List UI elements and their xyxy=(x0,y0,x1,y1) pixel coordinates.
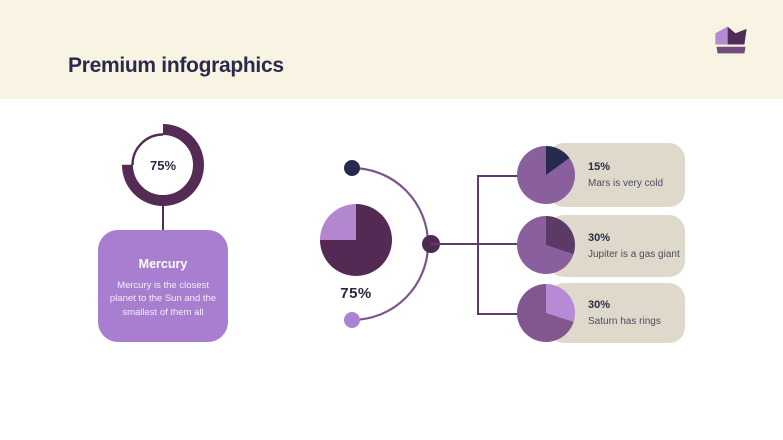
donut-svg xyxy=(122,124,204,206)
connector-vertical xyxy=(477,175,479,315)
mercury-card-description: Mercury is the closest planet to the Sun… xyxy=(109,280,217,318)
donut-center-label: 75% xyxy=(149,157,177,173)
orbit-dot-bottom xyxy=(344,312,360,328)
center-pie-chart xyxy=(320,204,392,276)
jupiter-pie-chart xyxy=(517,216,575,274)
mercury-card-title: Mercury xyxy=(138,257,188,271)
jupiter-label: Jupiter is a gas giant xyxy=(588,249,680,260)
donut-arc xyxy=(122,124,204,206)
donut-card-connector xyxy=(162,204,164,231)
connector-top xyxy=(477,175,529,177)
page-title: Premium infographics xyxy=(68,54,284,77)
mercury-donut-chart: 75% xyxy=(122,124,204,206)
mars-card: 15% Mars is very cold xyxy=(548,143,685,207)
connector-middle xyxy=(431,243,527,245)
mercury-card: Mercury Mercury is the closest planet to… xyxy=(98,230,228,342)
mars-percent: 15% xyxy=(588,161,611,173)
header-band xyxy=(0,0,783,99)
jupiter-percent: 30% xyxy=(588,232,611,244)
connector-bottom xyxy=(477,313,529,315)
mars-label: Mars is very cold xyxy=(588,178,664,189)
mars-pie-chart xyxy=(517,146,575,204)
saturn-label: Saturn has rings xyxy=(588,316,661,327)
donut-gap-arc xyxy=(131,133,195,197)
crown-icon xyxy=(715,26,747,54)
saturn-percent: 30% xyxy=(588,299,611,311)
saturn-pie-chart xyxy=(517,284,575,342)
center-pie-label: 75% xyxy=(340,285,372,302)
orbit-dot-top xyxy=(344,160,360,176)
